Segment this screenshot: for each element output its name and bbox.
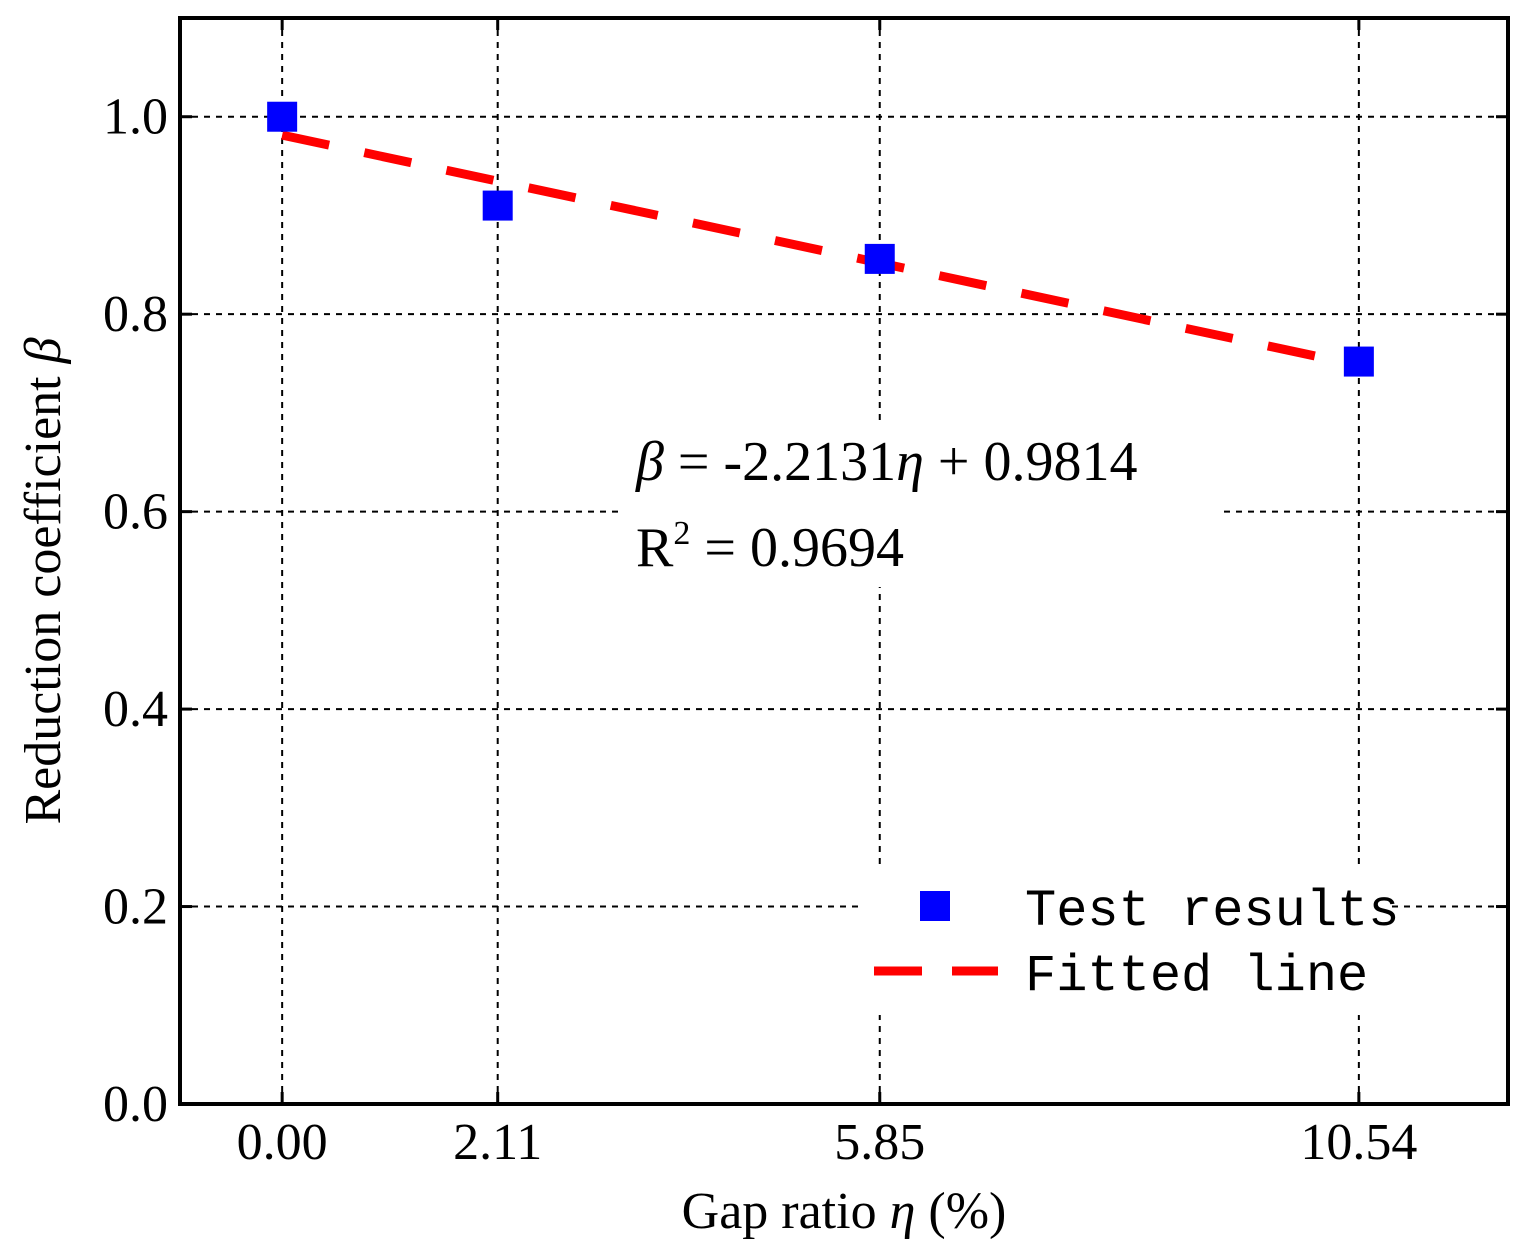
y-tick-label: 1.0 <box>103 89 168 146</box>
equation-annotation-background <box>620 422 1220 587</box>
r-squared-value: = 0.9694 <box>690 517 904 579</box>
y-axis-label-text: Reduction coefficient <box>15 363 72 824</box>
x-tick-label: 0.00 <box>237 1114 328 1171</box>
r-squared-exponent: 2 <box>673 515 690 552</box>
axis-ticks: 0.00 2.11 5.85 10.54 0.0 0.2 0.4 0.6 0.8 1.0 <box>103 18 1508 1171</box>
fit-equation-slope: = -2.2131 <box>664 431 896 493</box>
x-tick-label: 10.54 <box>1300 1114 1417 1171</box>
x-axis-label-unit: (%) <box>915 1183 1006 1240</box>
y-axis-label: Reduction coefficient β <box>15 337 72 824</box>
test-result-marker <box>1343 346 1374 377</box>
fit-equation: β = -2.2131η + 0.9814 <box>635 431 1138 493</box>
y-tick-label: 0.0 <box>103 1076 168 1133</box>
data-series <box>267 101 1374 377</box>
legend-marker-test-results <box>920 891 950 921</box>
x-tick-label: 2.11 <box>453 1114 542 1171</box>
y-tick-label: 0.8 <box>103 286 168 343</box>
fit-equation-intercept: + 0.9814 <box>924 431 1138 493</box>
x-axis-label-text: Gap ratio <box>682 1183 890 1240</box>
legend-background <box>860 865 1390 1015</box>
legend: Test results Fitted line <box>874 882 1399 1006</box>
y-tick-label: 0.2 <box>103 879 168 936</box>
y-axis-label-symbol: β <box>15 337 72 364</box>
plot-frame <box>178 16 1510 1106</box>
legend-label-fitted-line: Fitted line <box>1025 947 1368 1006</box>
y-tick-label: 0.4 <box>103 681 168 738</box>
test-result-marker <box>482 190 513 221</box>
test-result-marker <box>267 101 298 132</box>
x-tick-label: 5.85 <box>834 1114 925 1171</box>
y-tick-label: 0.6 <box>103 484 168 541</box>
fit-r-squared: R2 = 0.9694 <box>636 515 904 579</box>
fit-equation-beta: β <box>635 431 664 493</box>
x-axis-label: Gap ratio η (%) <box>682 1183 1007 1240</box>
fitted-line <box>281 130 1360 370</box>
test-result-marker <box>864 243 895 274</box>
legend-label-test-results: Test results <box>1025 882 1399 941</box>
fit-equation-eta: η <box>896 431 924 493</box>
x-axis-label-symbol: η <box>890 1183 916 1240</box>
r-squared-r: R <box>636 517 674 579</box>
